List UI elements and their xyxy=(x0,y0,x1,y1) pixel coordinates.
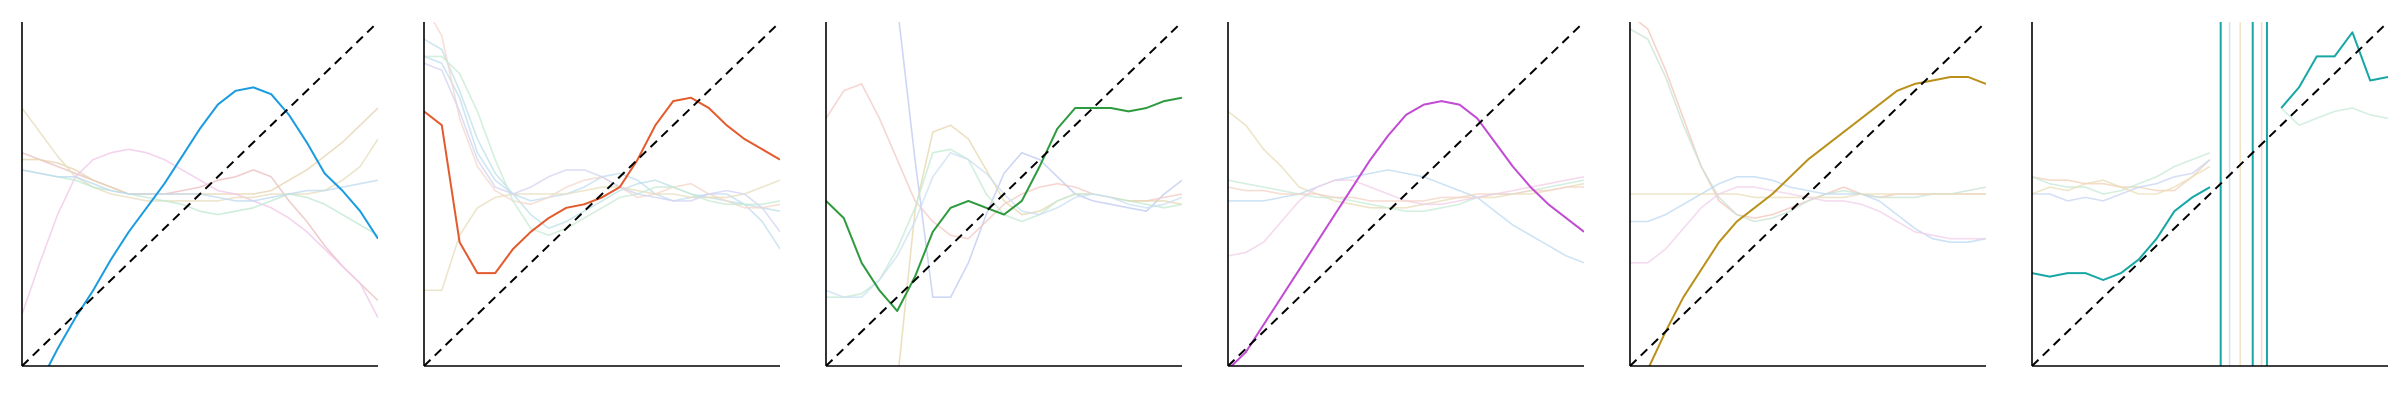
highlight-series-line-1-seg1 xyxy=(2032,186,2211,281)
chart-panel-6 xyxy=(2031,22,2388,367)
background-series-line-4 xyxy=(2032,158,2211,202)
plot-area xyxy=(2032,22,2388,366)
plot-area xyxy=(424,22,780,366)
diagonal-reference-line xyxy=(22,22,378,366)
background-series-line-2 xyxy=(1637,22,1986,219)
diagonal-reference-line xyxy=(1228,22,1584,366)
background-series-line-3-seg1 xyxy=(2032,151,2211,195)
diagonal-reference-line xyxy=(826,22,1182,366)
background-series-line-4 xyxy=(1228,179,1584,212)
background-series-line-3 xyxy=(1630,28,1986,223)
background-series-line-5 xyxy=(22,107,378,202)
chart-panel-2 xyxy=(423,22,780,367)
background-series-line-3 xyxy=(424,55,780,250)
plot-area xyxy=(22,22,378,366)
background-series-line-6 xyxy=(1228,186,1584,202)
diagonal-reference-line xyxy=(1630,22,1986,366)
highlight-series-line-1 xyxy=(424,96,780,275)
highlight-series-line-1 xyxy=(1230,100,1584,366)
background-series-line-2 xyxy=(22,151,378,302)
plot-area xyxy=(1228,22,1584,366)
chart-panel-5 xyxy=(1629,22,1986,367)
background-series-line-3-seg2 xyxy=(2280,107,2388,126)
background-series-line-2 xyxy=(1228,110,1584,209)
chart-panel-4 xyxy=(1227,22,1584,367)
background-series-line-5 xyxy=(826,148,1182,298)
highlight-series-line-1-seg2 xyxy=(2280,31,2388,109)
highlight-series-line-1 xyxy=(1648,76,1986,366)
background-series-line-5 xyxy=(2032,165,2211,195)
background-series-line-2 xyxy=(424,38,780,230)
background-series-line-6 xyxy=(424,55,780,237)
background-series-line-5 xyxy=(1228,176,1584,257)
background-series-line-5 xyxy=(424,179,780,292)
chart-panel-1 xyxy=(21,22,378,367)
plot-area xyxy=(826,22,1182,366)
background-series-line-6 xyxy=(1630,186,1986,264)
highlight-series-line-1 xyxy=(826,96,1182,312)
background-series-line-4 xyxy=(898,124,1182,366)
background-series-line-4 xyxy=(1630,176,1986,243)
background-series-line-2 xyxy=(898,22,1182,298)
background-series-line-6 xyxy=(22,169,378,236)
highlight-series-line-1 xyxy=(47,86,378,366)
chart-panel-3 xyxy=(825,22,1182,367)
plot-area xyxy=(1630,22,1986,366)
background-series-line-7 xyxy=(424,62,780,233)
background-series-line-4 xyxy=(22,148,378,319)
diagonal-reference-line xyxy=(424,22,780,366)
background-series-line-3 xyxy=(1228,169,1584,264)
diagonal-reference-line xyxy=(2032,22,2388,366)
